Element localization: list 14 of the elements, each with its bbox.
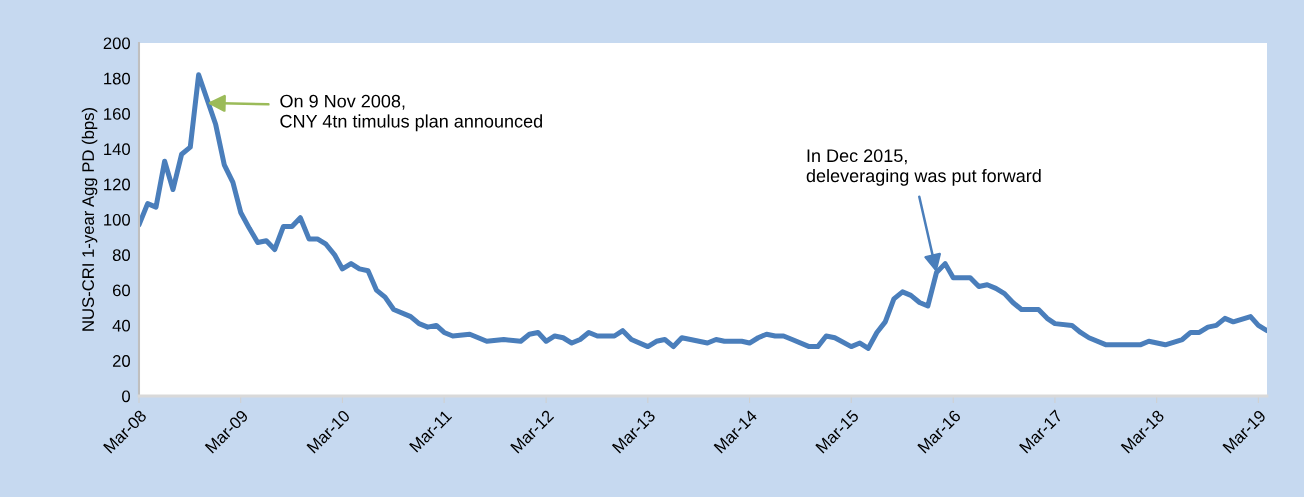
y-tick-label: 60: [112, 284, 131, 297]
y-tick-label: 80: [112, 249, 131, 261]
y-tick-label: 100: [104, 213, 131, 226]
y-tick-label: 140: [104, 143, 131, 156]
annotation: On 9 Nov 2008, CNY 4tn timulus plan announced: [280, 94, 542, 132]
y-tick-label: 20: [112, 355, 131, 367]
annotation: In Dec 2015, deleveraging was put forward: [806, 149, 1041, 186]
y-tick-label: 0: [122, 390, 131, 403]
y-tick-label: 180: [104, 72, 131, 85]
y-tick-label: 40: [112, 319, 131, 332]
y-axis-title: NUS-CRI 1-year Agg PD (bps): [81, 108, 98, 331]
y-tick-label: 200: [103, 37, 131, 50]
y-tick-label: 120: [104, 178, 131, 191]
y-tick-label: 160: [104, 108, 131, 120]
